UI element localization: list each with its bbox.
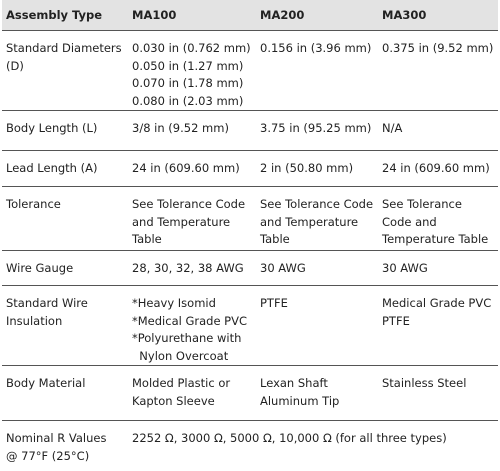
- cell-line: Lead Length (A): [6, 161, 98, 175]
- cell-line: See Tolerance Code: [132, 197, 246, 211]
- cell-line: and Temperature: [132, 214, 231, 229]
- cell: *Heavy Isomid *Medical Grade PVC *Polyuret…: [128, 285, 256, 366]
- cell-line: Body Material: [6, 376, 86, 390]
- cell-line: 0.156 in (3.96 mm): [260, 41, 372, 55]
- header-cell: MA200: [256, 0, 378, 31]
- table-row: Standard Wire Insulation *Heavy Isomid *Med…: [2, 285, 498, 366]
- cell-line: 0.080 in (2.03 mm): [132, 93, 244, 108]
- cell-line: 24 in (609.60 mm): [382, 161, 490, 175]
- cell-line: @ 77°F (25°C): [6, 448, 90, 463]
- row-label: Body Material: [2, 365, 128, 421]
- cell-line: Molded Plastic or: [132, 376, 231, 390]
- cell: 2252 Ω, 3000 Ω, 5000 Ω, 10,000 Ω (for al…: [128, 420, 498, 471]
- cell-line: Insulation: [6, 313, 63, 328]
- cell-line: 30 AWG: [260, 261, 306, 275]
- table-row: Tolerance See Tolerance Code and Temperatu…: [2, 186, 498, 251]
- cell-line: Standard Diameters: [6, 41, 122, 55]
- cell-line: Temperature Table: [382, 232, 489, 246]
- cell-line: Table: [260, 232, 290, 246]
- header-cell: MA100: [128, 0, 256, 31]
- table-row: Wire Gauge 28, 30, 32, 38 AWG 30 AWG 30 AWG: [2, 250, 498, 286]
- cell: 28, 30, 32, 38 AWG: [128, 250, 256, 286]
- cell: N/A: [378, 110, 498, 151]
- cell-line: Tolerance: [6, 197, 61, 211]
- cell-line: Nominal R Values: [6, 431, 107, 445]
- cell: See Tolerance Code and Temperature Table: [256, 186, 378, 251]
- row-label: Standard Diameters (D): [2, 30, 128, 111]
- cell: Lexan Shaft Aluminum Tip: [256, 365, 378, 421]
- row-label: Nominal R Values @ 77°F (25°C): [2, 420, 128, 471]
- cell: PTFE: [256, 285, 378, 366]
- row-label: Lead Length (A): [2, 150, 128, 187]
- cell-line: PTFE: [382, 313, 410, 328]
- cell-line: and Temperature: [260, 214, 359, 229]
- row-label: Tolerance: [2, 186, 128, 251]
- cell-line: *Polyurethane with: [132, 331, 242, 345]
- cell-line: N/A: [382, 121, 403, 135]
- cell-line: See Tolerance: [382, 197, 462, 211]
- cell: 3.75 in (95.25 mm): [256, 110, 378, 151]
- cell-line: Medical Grade PVC: [382, 296, 492, 310]
- cell-line: See Tolerance Code: [260, 197, 374, 211]
- cell: 0.156 in (3.96 mm): [256, 30, 378, 111]
- header-cell: Assembly Type: [2, 0, 128, 31]
- table-row: Lead Length (A) 24 in (609.60 mm) 2 in (50…: [2, 150, 498, 187]
- cell-line: Code and: [382, 214, 437, 229]
- cell: Molded Plastic or Kapton Sleeve: [128, 365, 256, 421]
- cell: Stainless Steel: [378, 365, 498, 421]
- cell-line: Nylon Overcoat: [132, 348, 229, 363]
- cell-line: Lexan Shaft: [260, 376, 328, 390]
- cell: 24 in (609.60 mm): [128, 150, 256, 187]
- cell-line: Standard Wire: [6, 296, 88, 310]
- cell: Medical Grade PVC PTFE: [378, 285, 498, 366]
- cell: 0.375 in (9.52 mm): [378, 30, 498, 111]
- row-label: Standard Wire Insulation: [2, 285, 128, 366]
- table-row: Standard Diameters (D) 0.030 in (0.762 mm)…: [2, 30, 498, 111]
- cell: 3/8 in (9.52 mm): [128, 110, 256, 151]
- cell-line: Stainless Steel: [382, 376, 467, 390]
- cell-line: 0.070 in (1.78 mm): [132, 76, 244, 90]
- cell-line: 0.050 in (1.27 mm): [132, 58, 244, 73]
- cell-line: 24 in (609.60 mm): [132, 161, 240, 175]
- cell-line: Wire Gauge: [6, 261, 74, 275]
- cell-line: 28, 30, 32, 38 AWG: [132, 261, 244, 275]
- cell-line: *Heavy Isomid: [132, 296, 216, 310]
- cell-line: 3/8 in (9.52 mm): [132, 121, 229, 135]
- table-row: Body Length (L) 3/8 in (9.52 mm) 3.75 in (…: [2, 110, 498, 151]
- cell: 30 AWG: [378, 250, 498, 286]
- header-row: Assembly Type MA100 MA200 MA300: [2, 0, 498, 31]
- cell-line: Aluminum Tip: [260, 393, 340, 408]
- cell: 2 in (50.80 mm): [256, 150, 378, 187]
- cell-line: (D): [6, 58, 24, 73]
- cell: See Tolerance Code and Temperature Table: [128, 186, 256, 251]
- cell-line: 0.030 in (0.762 mm): [132, 41, 251, 55]
- cell-line: 0.375 in (9.52 mm): [382, 41, 494, 55]
- cell: 24 in (609.60 mm): [378, 150, 498, 187]
- cell: 0.030 in (0.762 mm) 0.050 in (1.27 mm) 0.0…: [128, 30, 256, 111]
- cell: See Tolerance Code and Temperature Table: [378, 186, 498, 251]
- cell-line: Table: [132, 232, 162, 246]
- row-label: Body Length (L): [2, 110, 128, 151]
- cell-line: PTFE: [260, 296, 288, 310]
- cell: 30 AWG: [256, 250, 378, 286]
- header-cell: MA300: [378, 0, 498, 31]
- cell-line: 3.75 in (95.25 mm): [260, 121, 372, 135]
- table-row: Body Material Molded Plastic or Kapton Sle…: [2, 365, 498, 421]
- cell-line: 2 in (50.80 mm): [260, 161, 354, 175]
- cell-line: Kapton Sleeve: [132, 393, 215, 408]
- cell-line: Body Length (L): [6, 121, 98, 135]
- cell-line: 30 AWG: [382, 261, 428, 275]
- table-row: Nominal R Values @ 77°F (25°C) 2252 Ω, 300…: [2, 420, 498, 471]
- cell-line: 2252 Ω, 3000 Ω, 5000 Ω, 10,000 Ω (for al…: [132, 431, 447, 445]
- row-label: Wire Gauge: [2, 250, 128, 286]
- cell-line: *Medical Grade PVC: [132, 313, 248, 328]
